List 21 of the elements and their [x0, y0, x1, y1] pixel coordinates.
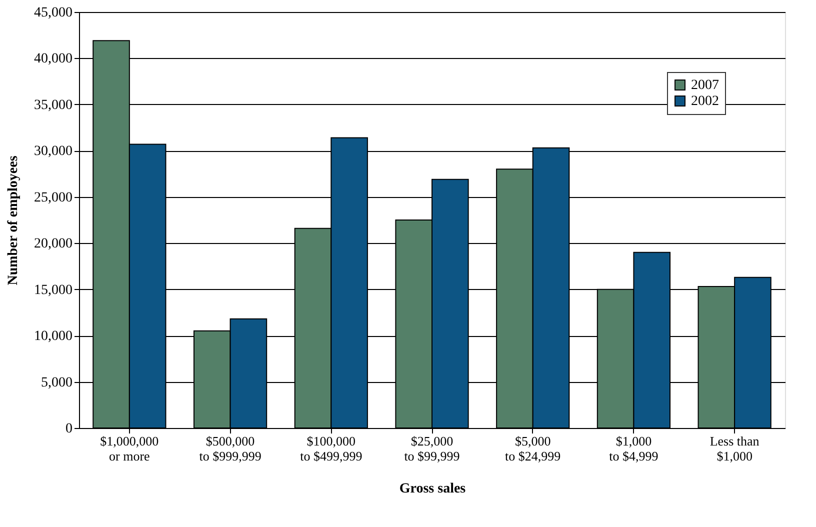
y-tick-label: 25,000 — [34, 190, 72, 206]
x-tick-label: $5,000 to $24,999 — [505, 434, 561, 464]
y-tick-label: 35,000 — [34, 98, 72, 113]
y-tick-label: 45,000 — [34, 6, 72, 20]
y-tick-label: 0 — [66, 422, 72, 436]
x-axis-title: Gross sales — [399, 482, 466, 496]
x-tick-label: $1,000,000 or more — [100, 434, 159, 464]
x-tick-label: $500,000 to $999,999 — [199, 434, 262, 464]
y-tick-label: 30,000 — [34, 144, 72, 160]
x-tick-label: $1,000 to $4,999 — [609, 434, 658, 464]
y-axis-title: Number of employees — [6, 155, 21, 286]
y-tick-label: 5,000 — [41, 375, 72, 390]
legend-label: 2007 — [691, 78, 719, 93]
y-tick-label: 20,000 — [34, 236, 72, 252]
y-tick-label: 10,000 — [34, 329, 72, 344]
x-tick-label: Less than $1,000 — [710, 434, 760, 464]
legend-label: 2002 — [691, 94, 719, 109]
x-tick-label: $100,000 to $499,999 — [300, 434, 362, 464]
x-tick-label: $25,000 to $99,999 — [404, 434, 460, 464]
y-tick-label: 40,000 — [34, 52, 72, 67]
y-tick-label: 15,000 — [34, 282, 72, 298]
